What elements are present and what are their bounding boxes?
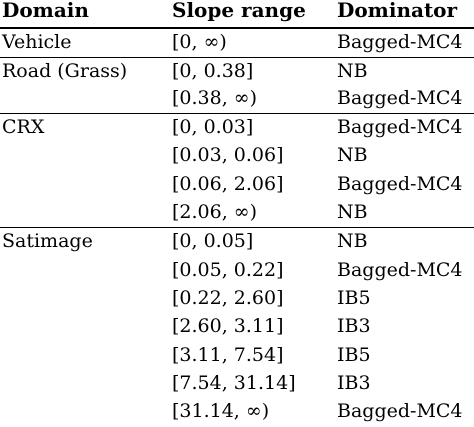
table-row: Road (Grass) [0, 0.38] NB: [0, 57, 474, 86]
table-row: [0.06, 2.06] Bagged-MC4: [0, 170, 474, 199]
table-row: [0.38, ∞) Bagged-MC4: [0, 84, 474, 113]
dominator-cell: NB: [337, 230, 368, 252]
slope-range-cell: [7.54, 31.14]: [172, 372, 296, 394]
dominator-cell: Bagged-MC4: [337, 259, 463, 281]
slope-range-cell: [2.60, 3.11]: [172, 315, 284, 337]
table-row: [7.54, 31.14] IB3: [0, 369, 474, 398]
dominator-cell: IB5: [337, 287, 371, 309]
group-rule: [0, 113, 474, 114]
slope-range-cell: [0.05, 0.22]: [172, 259, 284, 281]
dominator-cell: Bagged-MC4: [337, 87, 463, 109]
domain-cell: Vehicle: [2, 31, 72, 53]
table-row: Satimage [0, 0.05] NB: [0, 227, 474, 256]
header-dominator: Dominator: [337, 0, 458, 22]
header-slope-range: Slope range: [172, 0, 306, 22]
dominator-cell: Bagged-MC4: [337, 400, 463, 422]
header-domain: Domain: [2, 0, 89, 22]
table-header-row: Domain Slope range Dominator: [0, 0, 474, 25]
table-row: CRX [0, 0.03] Bagged-MC4: [0, 113, 474, 142]
table-row: [0.03, 0.06] NB: [0, 141, 474, 170]
slope-range-cell: [0.38, ∞): [172, 87, 258, 109]
dominator-cell: Bagged-MC4: [337, 31, 463, 53]
dominator-cell: NB: [337, 60, 368, 82]
group-rule: [0, 57, 474, 58]
slope-range-cell: [0.22, 2.60]: [172, 287, 284, 309]
dominator-cell: IB3: [337, 372, 371, 394]
dominator-cell: Bagged-MC4: [337, 173, 463, 195]
slope-range-cell: [0, 0.03]: [172, 116, 254, 138]
slope-range-cell: [31.14, ∞): [172, 400, 270, 422]
header-rule: [0, 27, 474, 29]
table-row: [0.22, 2.60] IB5: [0, 284, 474, 313]
table-row: Vehicle [0, ∞) Bagged-MC4: [0, 28, 474, 57]
slope-range-cell: [0.06, 2.06]: [172, 173, 284, 195]
dominator-cell: IB5: [337, 344, 371, 366]
table-row: [3.11, 7.54] IB5: [0, 341, 474, 370]
domain-cell: Road (Grass): [2, 60, 128, 82]
dominator-cell: NB: [337, 144, 368, 166]
slope-range-cell: [0, 0.05]: [172, 230, 254, 252]
slope-range-cell: [2.06, ∞): [172, 201, 258, 223]
table-row: [0.05, 0.22] Bagged-MC4: [0, 256, 474, 285]
table-row: [2.06, ∞) NB: [0, 198, 474, 227]
domain-cell: Satimage: [2, 230, 93, 252]
group-rule: [0, 227, 474, 228]
slope-range-cell: [3.11, 7.54]: [172, 344, 284, 366]
table-row: [31.14, ∞) Bagged-MC4: [0, 397, 474, 426]
domain-cell: CRX: [2, 116, 45, 138]
dominator-cell: IB3: [337, 315, 371, 337]
dominator-cell: NB: [337, 201, 368, 223]
slope-range-cell: [0, ∞): [172, 31, 227, 53]
slope-range-cell: [0, 0.38]: [172, 60, 254, 82]
table-row: [2.60, 3.11] IB3: [0, 312, 474, 341]
slope-range-cell: [0.03, 0.06]: [172, 144, 284, 166]
dominator-cell: Bagged-MC4: [337, 116, 463, 138]
